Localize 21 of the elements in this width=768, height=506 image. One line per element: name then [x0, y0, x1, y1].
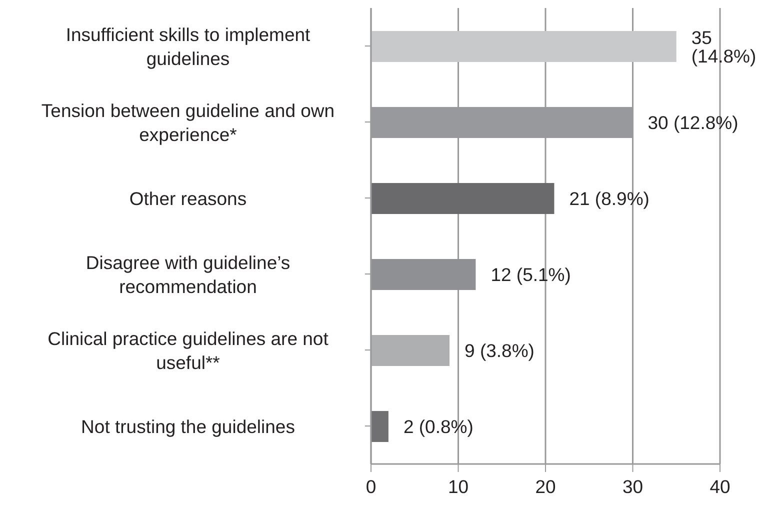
x-tick-label: 40	[710, 476, 730, 498]
y-tick-label: Insufficient skills to implement guidelines	[66, 23, 310, 69]
y-tick-label: Not trusting the guidelines	[81, 416, 295, 436]
x-tick-label: 0	[366, 476, 376, 498]
data-label: 12 (5.1%)	[490, 264, 571, 286]
y-tick-label: Clinical practice guidelines are not useful**	[48, 327, 328, 373]
x-tick-label: 30	[622, 476, 644, 498]
data-label: 2 (0.8%)	[403, 416, 474, 438]
x-tick-label: 20	[535, 476, 556, 498]
data-label: 21 (8.9%)	[569, 188, 650, 210]
data-label: 9 (3.8%)	[464, 340, 534, 362]
data-label: 30 (12.8%)	[648, 112, 738, 134]
y-tick-label: Tension between guideline and own experience*	[41, 99, 335, 145]
y-tick-label: Disagree with guideline’s recommendation	[86, 251, 290, 297]
x-tick-label: 10	[448, 476, 469, 498]
data-label: 35 (14.8%)	[691, 26, 756, 66]
bar	[371, 183, 554, 214]
bar	[371, 411, 388, 442]
bar	[371, 31, 676, 62]
bar	[371, 335, 450, 366]
y-tick-label: Other reasons	[129, 188, 247, 208]
